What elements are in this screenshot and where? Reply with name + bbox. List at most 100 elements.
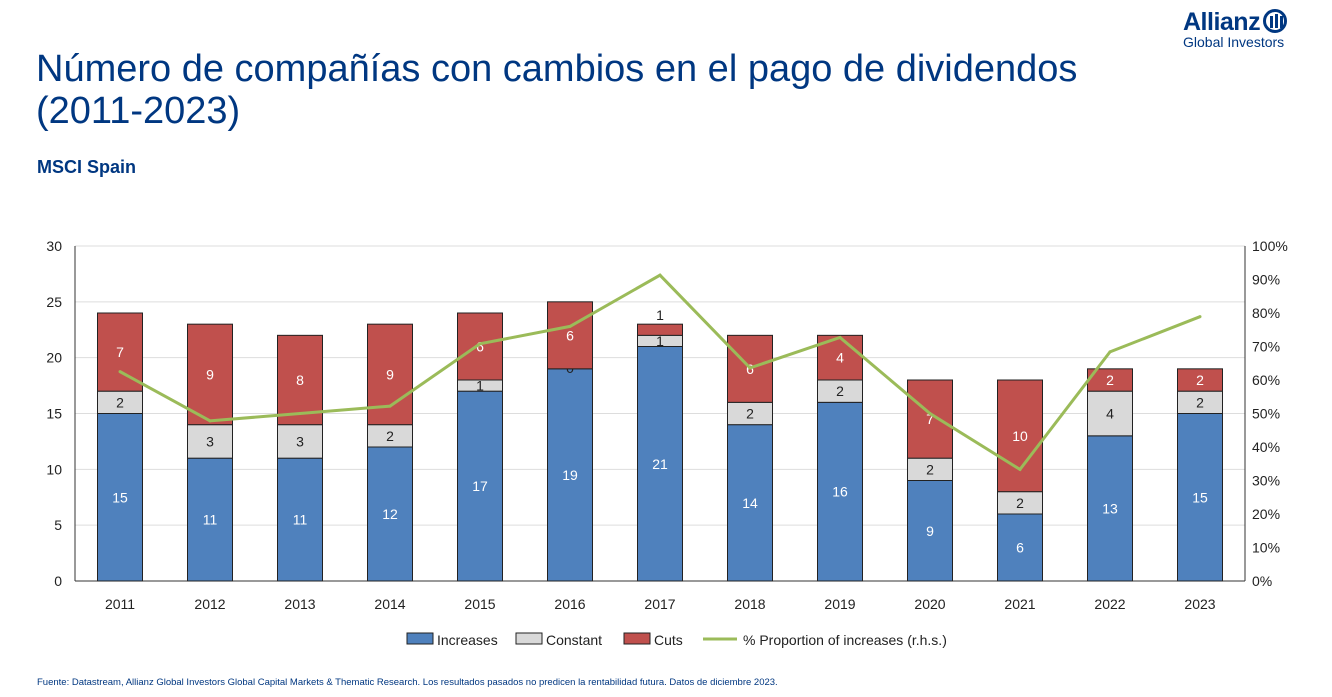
allianz-eagle-icon <box>1263 9 1288 33</box>
legend-swatch <box>515 632 543 645</box>
x-tick-label: 2021 <box>1004 596 1035 612</box>
data-label: 6 <box>476 339 484 355</box>
bar-increases <box>367 446 413 582</box>
x-tick-label: 2011 <box>105 596 135 612</box>
y2-tick-label: 60% <box>1252 372 1280 388</box>
data-label: 1 <box>656 307 664 323</box>
bar-cuts <box>997 379 1043 493</box>
line-point <box>388 404 392 408</box>
data-label: 14 <box>742 495 758 511</box>
x-tick-label: 2015 <box>464 596 495 612</box>
bar-cuts <box>277 334 323 426</box>
data-label: 2 <box>1196 394 1204 410</box>
y2-tick-label: 90% <box>1252 272 1280 288</box>
x-tick-label: 2014 <box>374 596 405 612</box>
data-label: 2 <box>926 461 934 477</box>
y-tick-label: 20 <box>46 350 62 366</box>
data-label: 11 <box>293 512 308 528</box>
bar-increases <box>1087 435 1133 582</box>
line-point <box>658 273 662 277</box>
bar-increases <box>97 413 143 582</box>
bar-constant <box>277 424 323 459</box>
bar-increases <box>277 457 323 582</box>
legend-label: Increases <box>437 632 498 648</box>
line-point <box>208 419 212 423</box>
page-title: Número de compañías con cambios en el pa… <box>36 48 1078 132</box>
y2-tick-label: 20% <box>1252 506 1280 522</box>
x-tick-label: 2019 <box>824 596 855 612</box>
y2-tick-label: 70% <box>1252 339 1280 355</box>
y2-tick-label: 40% <box>1252 439 1280 455</box>
y-tick-label: 15 <box>46 406 62 422</box>
data-label: 13 <box>1102 500 1118 516</box>
data-label: 10 <box>1012 428 1028 444</box>
bar-constant <box>187 424 233 459</box>
line-point <box>838 335 842 339</box>
x-tick-label: 2017 <box>644 596 675 612</box>
line-point <box>1108 350 1112 354</box>
x-tick-label: 2023 <box>1184 596 1215 612</box>
bar-increases <box>997 513 1043 582</box>
data-label: 9 <box>206 366 214 382</box>
data-label: 6 <box>566 327 574 343</box>
data-label: 3 <box>206 433 214 449</box>
bar-cuts <box>547 301 593 370</box>
bar-increases <box>187 457 233 582</box>
data-label: 9 <box>386 366 394 382</box>
data-label: 3 <box>296 433 304 449</box>
data-label: 8 <box>296 372 304 388</box>
line-point <box>118 370 122 374</box>
data-label: 11 <box>203 512 218 528</box>
data-label: 7 <box>116 344 124 360</box>
data-label: 21 <box>652 456 668 472</box>
data-label: 16 <box>832 484 848 500</box>
line-point <box>568 324 572 328</box>
data-label: 2 <box>836 383 844 399</box>
line-point <box>928 412 932 415</box>
x-tick-label: 2013 <box>284 596 315 612</box>
data-label: 17 <box>472 478 488 494</box>
line-point <box>748 366 752 370</box>
chart-subtitle: MSCI Spain <box>37 157 137 177</box>
source-footnote: Fuente: Datastream, Allianz Global Inves… <box>37 677 778 688</box>
bar-cuts <box>637 323 683 336</box>
y2-tick-label: 0% <box>1252 573 1272 589</box>
data-label: 12 <box>382 506 398 522</box>
data-label: 2 <box>386 428 394 444</box>
allianz-logo: Allianz Global Investors <box>1183 8 1288 50</box>
data-label: 4 <box>836 350 844 366</box>
bar-increases <box>907 480 953 582</box>
legend-swatch <box>623 632 651 645</box>
x-tick-label: 2012 <box>194 596 225 612</box>
data-label: 2 <box>1106 372 1114 388</box>
bar-cuts <box>1177 368 1223 392</box>
y-tick-label: 30 <box>46 238 62 254</box>
data-label: 2 <box>116 394 124 410</box>
data-label: 6 <box>1016 540 1024 556</box>
bar-increases <box>1177 413 1223 582</box>
data-label: 15 <box>112 489 128 505</box>
y2-tick-label: 80% <box>1252 305 1280 321</box>
bar-increases <box>817 401 863 582</box>
bar-increases <box>637 346 683 582</box>
data-label: 15 <box>1192 489 1208 505</box>
logo-brand: Allianz <box>1183 8 1261 36</box>
y2-tick-label: 30% <box>1252 473 1280 489</box>
bar-increases <box>547 368 593 582</box>
line-point <box>298 412 302 415</box>
y-tick-label: 10 <box>46 461 62 477</box>
legend-label: % Proportion of increases (r.h.s.) <box>743 632 947 648</box>
data-label: 1 <box>656 333 664 349</box>
y2-tick-label: 50% <box>1252 406 1280 422</box>
y2-tick-label: 10% <box>1252 540 1280 556</box>
data-label: 2 <box>746 406 754 422</box>
bar-cuts <box>907 379 953 459</box>
data-label: 4 <box>1106 406 1114 422</box>
y-tick-label: 25 <box>46 294 62 310</box>
y2-tick-label: 100% <box>1252 238 1288 254</box>
x-tick-label: 2022 <box>1094 596 1125 612</box>
line-point <box>478 342 482 346</box>
data-label: 7 <box>926 411 934 427</box>
x-tick-label: 2016 <box>554 596 585 612</box>
